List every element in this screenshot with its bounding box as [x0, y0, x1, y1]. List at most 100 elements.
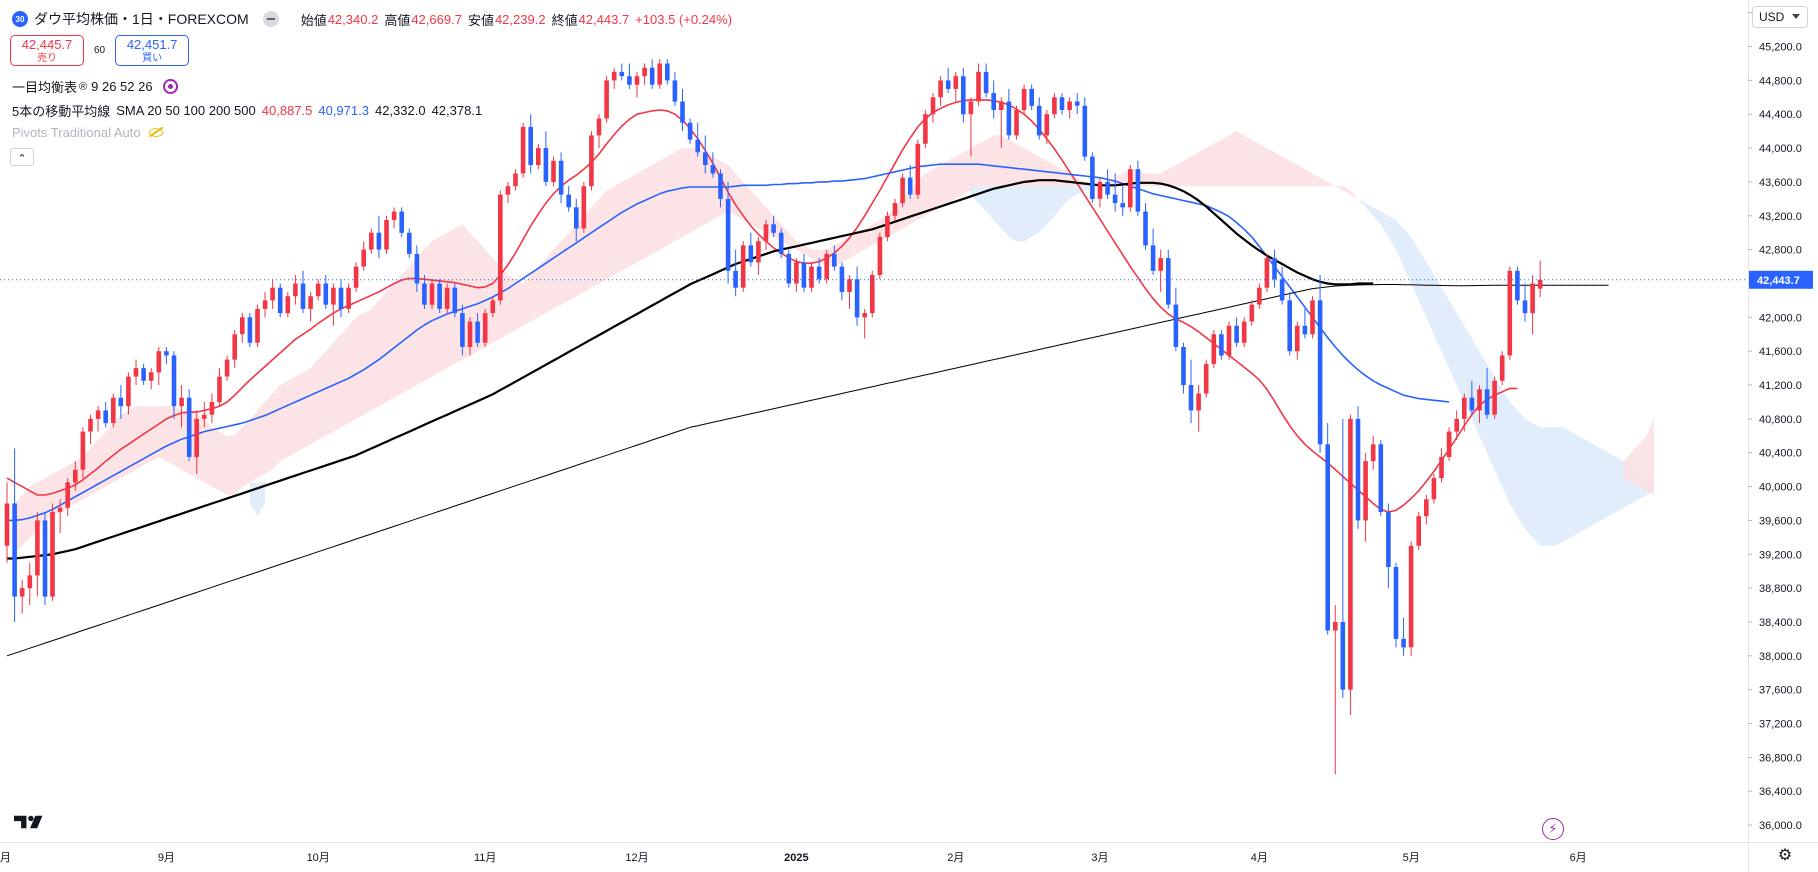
candle: [331, 283, 336, 326]
x-tick-label: 6月: [1570, 852, 1587, 864]
candle: [680, 88, 685, 132]
time-axis[interactable]: 月 9月 10月 11月 12月 2025 2月 3月 4月 5月 6月: [0, 852, 1587, 864]
candle: [1211, 330, 1217, 369]
symbol-title[interactable]: ダウ平均株価・1日・FOREXCOM: [34, 11, 249, 27]
candle: [1462, 393, 1467, 432]
candle: [1234, 317, 1239, 347]
candle: [171, 351, 177, 419]
candle: [1401, 617, 1406, 656]
candle: [703, 135, 708, 174]
candle: [95, 406, 101, 432]
candle: [1424, 495, 1429, 525]
sell-price: 42,445.7: [21, 37, 73, 52]
pivots-legend[interactable]: Pivots Traditional Auto: [12, 125, 163, 140]
x-tick-label: 3月: [1091, 852, 1108, 864]
candle: [900, 173, 905, 208]
candle: [1370, 435, 1376, 470]
ichimoku-legend[interactable]: 一目均衡表 ® 9 26 52 26: [12, 77, 178, 96]
symbol-badge-icon: 30: [12, 11, 28, 27]
candle: [353, 262, 359, 292]
y-tick-label: 43,200.0: [1759, 211, 1802, 223]
candle: [809, 262, 814, 292]
candle: [1484, 368, 1490, 419]
last-price-label: 42,443.7: [1749, 270, 1813, 289]
flash-icon[interactable]: ⚡: [1542, 818, 1564, 840]
series-line-sma20: [6, 99, 1518, 513]
eye-off-icon[interactable]: [148, 128, 163, 137]
candle: [1097, 177, 1103, 208]
candle: [596, 114, 602, 149]
candle: [133, 359, 139, 386]
candle: [1386, 503, 1391, 589]
candle: [369, 228, 374, 254]
ma-legend[interactable]: 5本の移動平均線 SMA 20 50 100 200 500 40,887.5 …: [12, 101, 488, 120]
candle: [657, 59, 662, 89]
candle: [543, 131, 549, 187]
tradingview-logo-icon[interactable]: [14, 814, 46, 830]
ichimoku-cloud-0: [14, 465, 68, 555]
y-tick-label: 39,600.0: [1759, 515, 1802, 527]
candle: [1249, 300, 1255, 326]
buy-button[interactable]: 42,451.7 買い: [115, 35, 190, 66]
candle: [1272, 249, 1277, 288]
candle: [1196, 385, 1201, 432]
candle: [141, 363, 146, 386]
y-tick-label: 41,600.0: [1759, 346, 1802, 358]
currency-select[interactable]: USD: [1752, 6, 1808, 28]
candle: [262, 291, 268, 318]
open-label: 始値: [300, 12, 327, 28]
candle: [1446, 427, 1452, 462]
candle: [862, 308, 867, 339]
sell-button[interactable]: 42,445.7 売り: [10, 35, 84, 66]
x-tick-label: 9月: [158, 852, 175, 864]
ichimoku-params: 9 26 52 26: [91, 79, 153, 94]
candle: [338, 279, 344, 318]
candle: [581, 181, 587, 233]
candle: [1317, 275, 1323, 453]
candle: [923, 110, 928, 149]
y-tick-label: 40,800.0: [1759, 414, 1802, 426]
candle: [12, 448, 17, 622]
candle: [566, 186, 571, 212]
candle: [323, 275, 329, 309]
minus-circle-icon[interactable]: [262, 11, 279, 27]
ma-name: 5本の移動平均線: [12, 104, 111, 119]
candle: [1477, 385, 1482, 424]
candle: [399, 207, 404, 237]
ichimoku-cloud-9: [1623, 418, 1654, 495]
price-axis[interactable]: 36,000.0 36,400.0 36,800.0 37,200.0 37,600.0…: [1748, 8, 1802, 832]
candle: [361, 241, 366, 271]
x-tick-label: 4月: [1251, 852, 1268, 864]
candle: [1014, 105, 1019, 140]
candle: [1181, 342, 1186, 394]
ichimoku-cloud-5: [1092, 131, 1358, 199]
candle: [536, 143, 541, 170]
candle: [816, 258, 822, 284]
candle: [1507, 266, 1513, 360]
candle: [1029, 84, 1034, 111]
candle: [57, 499, 63, 534]
candle: [42, 511, 48, 606]
candle: [179, 385, 184, 428]
candle: [475, 313, 480, 347]
sync-icon[interactable]: [162, 79, 178, 94]
candle: [1279, 266, 1285, 305]
settings-icon[interactable]: ⚙: [1777, 847, 1793, 864]
candle: [490, 296, 496, 318]
y-tick-label: 38,400.0: [1759, 617, 1802, 629]
ichimoku-source-icon: ®: [79, 80, 88, 93]
candle: [999, 97, 1004, 149]
candle: [103, 401, 108, 428]
x-tick-label: 10月: [307, 852, 330, 864]
candle: [733, 249, 738, 297]
chart-legend: 30 ダウ平均株価・1日・FOREXCOM 始値 42,340.2 高値 42,…: [0, 0, 1740, 166]
candle: [1287, 291, 1292, 356]
candle: [444, 283, 450, 314]
candle: [315, 279, 321, 301]
chevron-up-icon[interactable]: ⌃: [10, 148, 34, 166]
plot-area[interactable]: [4, 59, 1654, 775]
candle: [1363, 452, 1368, 542]
candle: [148, 368, 154, 390]
candle: [407, 228, 412, 259]
